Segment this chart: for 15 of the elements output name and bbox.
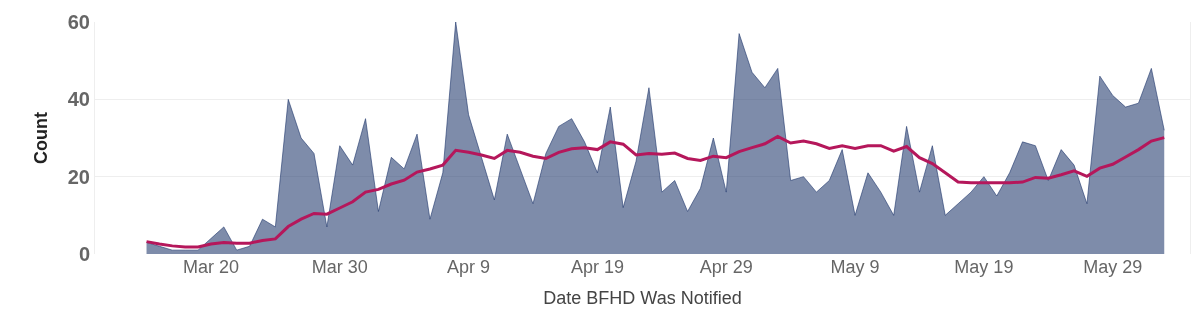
- x-tick-label: Apr 19: [570, 257, 624, 277]
- x-tick-label: May 9: [830, 257, 880, 277]
- x-tick-label: Mar 30: [311, 257, 368, 277]
- y-tick-label: 60: [67, 11, 90, 33]
- y-tick-label: 40: [67, 88, 90, 111]
- x-tick-label: May 29: [1083, 257, 1143, 277]
- y-axis-title: Count: [30, 112, 51, 164]
- y-tick-label: 0: [78, 243, 90, 265]
- y-tick-label: 20: [67, 165, 90, 188]
- x-tick-label: Mar 20: [182, 257, 239, 277]
- x-tick-label: Apr 9: [447, 257, 491, 277]
- x-tick-label: May 19: [954, 257, 1014, 277]
- line-series: [145, 134, 1166, 249]
- x-tick-label: Apr 29: [699, 257, 753, 277]
- x-axis-title: Date BFHD Was Notified: [543, 288, 742, 309]
